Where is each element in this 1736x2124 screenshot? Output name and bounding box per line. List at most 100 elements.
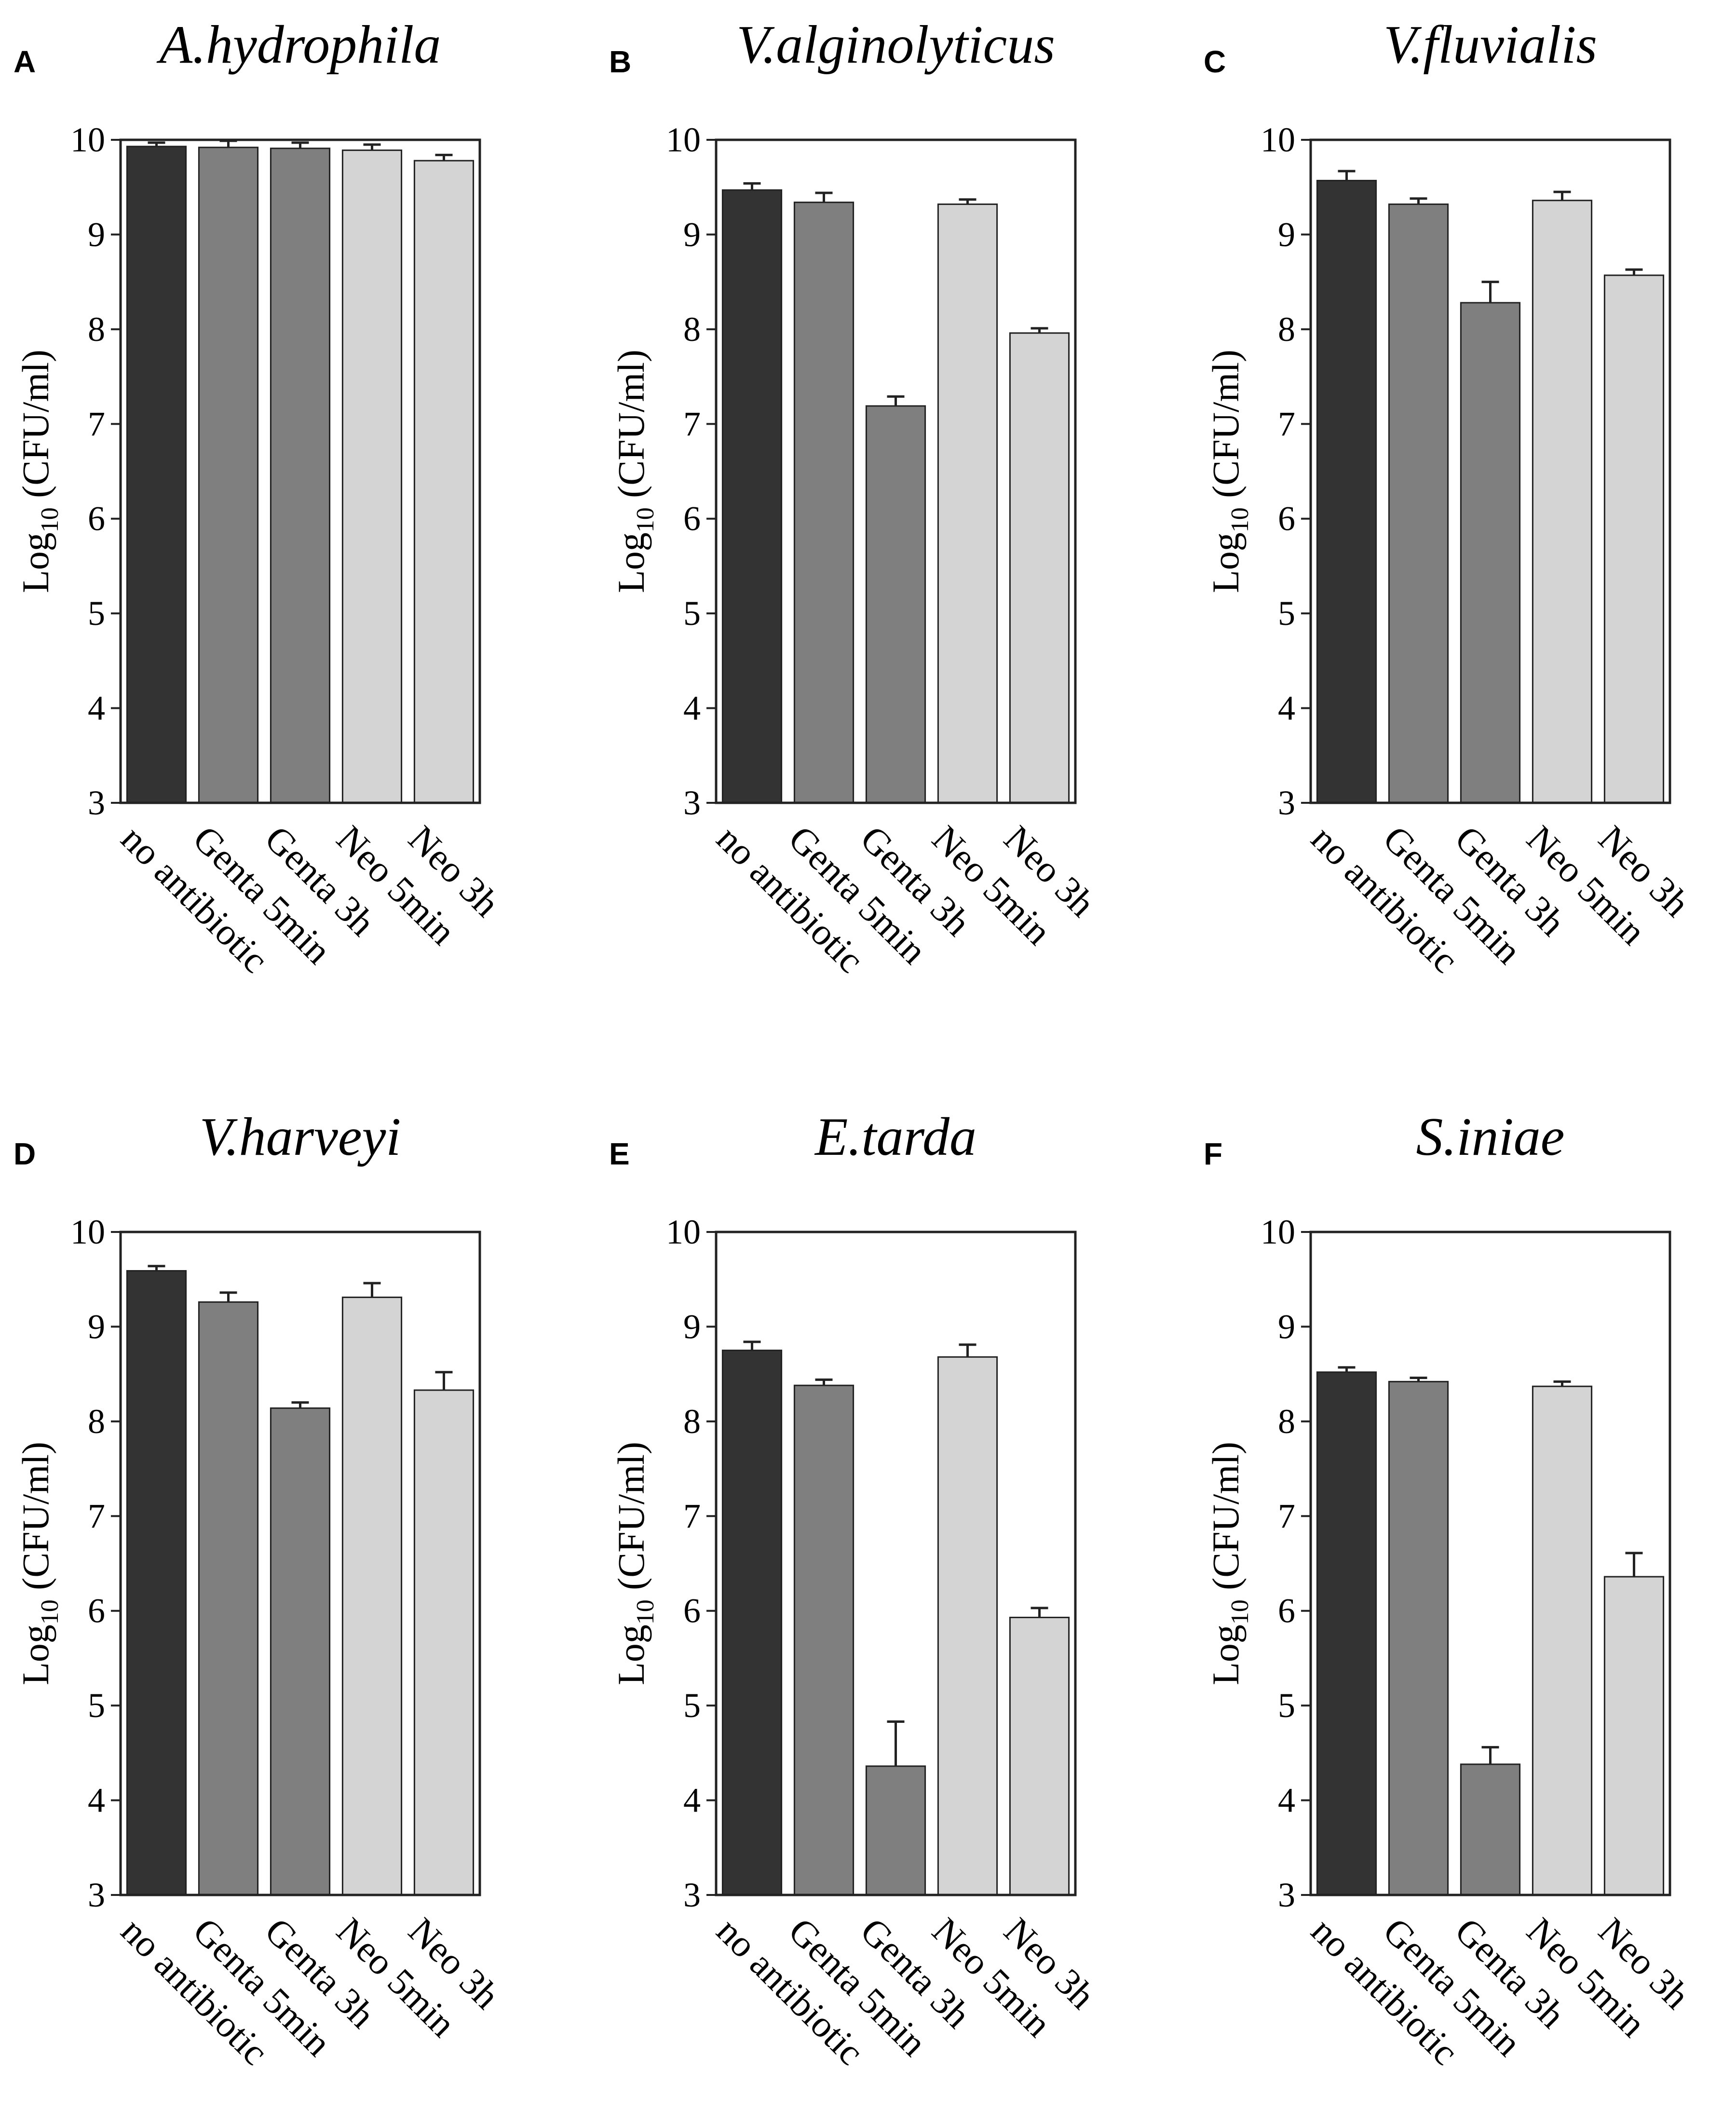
y-axis-label-sub: 10 <box>36 1599 64 1624</box>
panel-letter: B <box>609 44 631 79</box>
y-axis-label-unit: (CFU/ml) <box>1205 350 1247 507</box>
y-axis-label-sub: 10 <box>632 1599 659 1624</box>
y-axis-label: Log10 (CFU/ml) <box>1205 350 1254 593</box>
panel-title: V.fluvialis <box>1383 15 1597 75</box>
bar <box>1603 1576 1665 1896</box>
y-tick-label: 3 <box>88 784 105 822</box>
panel-title: V.harveyi <box>200 1107 401 1167</box>
y-tick-label: 4 <box>683 689 701 728</box>
bar <box>937 203 998 804</box>
y-tick-label: 7 <box>88 1497 105 1535</box>
y-tick-label: 3 <box>1278 784 1295 822</box>
plot-frame <box>119 138 481 804</box>
bar <box>126 1270 187 1896</box>
y-tick-label: 5 <box>88 1686 105 1725</box>
panel-title: A.hydrophila <box>156 15 441 75</box>
bar <box>270 148 331 804</box>
y-axis-label: Log10 (CFU/ml) <box>610 1442 659 1685</box>
plot-frame <box>1309 1231 1671 1896</box>
y-axis-label-sub: 10 <box>1226 1599 1254 1624</box>
y-axis-label-unit: (CFU/ml) <box>1205 1442 1247 1599</box>
bar <box>793 1384 854 1896</box>
y-axis-label-main: Log <box>14 1624 56 1685</box>
y-axis-label: Log10 (CFU/ml) <box>610 350 659 593</box>
bar <box>341 1297 403 1896</box>
bar <box>1532 1385 1593 1896</box>
y-tick-label: 3 <box>1278 1876 1295 1914</box>
bar <box>1316 179 1377 804</box>
y-tick-label: 3 <box>683 1876 701 1914</box>
y-tick-label: 6 <box>1278 1592 1295 1630</box>
y-tick-label: 8 <box>683 310 701 349</box>
y-tick-label: 10 <box>70 121 105 159</box>
plot-frame <box>715 1231 1077 1896</box>
y-axis-label-main: Log <box>610 1624 652 1685</box>
y-tick-label: 4 <box>88 689 105 728</box>
y-axis-label-unit: (CFU/ml) <box>14 1442 56 1599</box>
y-axis-label-main: Log <box>14 532 56 593</box>
y-tick-label: 7 <box>683 1497 701 1535</box>
y-axis-label-unit: (CFU/ml) <box>610 1442 652 1599</box>
bar <box>1009 332 1070 804</box>
bar <box>413 1389 475 1896</box>
bar <box>721 189 783 804</box>
bar <box>1603 274 1665 804</box>
bar <box>1460 1763 1521 1896</box>
y-tick-label: 8 <box>1278 1402 1295 1441</box>
y-tick-label: 3 <box>683 784 701 822</box>
y-tick-label: 5 <box>88 594 105 633</box>
bar <box>198 1301 259 1896</box>
y-tick-label: 6 <box>683 500 701 538</box>
y-axis-label-sub: 10 <box>36 507 64 532</box>
y-tick-label: 6 <box>683 1592 701 1630</box>
y-axis-label-sub: 10 <box>632 507 659 532</box>
y-tick-label: 8 <box>88 1402 105 1441</box>
panel-title: S.iniae <box>1416 1107 1565 1167</box>
bar <box>341 149 403 804</box>
y-tick-label: 8 <box>683 1402 701 1441</box>
y-axis-label-main: Log <box>1205 1624 1247 1685</box>
panel-letter: D <box>14 1136 36 1171</box>
bar <box>1316 1371 1377 1896</box>
bar <box>1388 1380 1449 1896</box>
y-tick-label: 6 <box>88 500 105 538</box>
y-tick-label: 4 <box>1278 1781 1295 1820</box>
y-tick-label: 9 <box>88 215 105 254</box>
y-axis-label: Log10 (CFU/ml) <box>14 1442 64 1685</box>
bar <box>721 1350 783 1896</box>
y-axis-label-unit: (CFU/ml) <box>610 350 652 507</box>
y-axis-label: Log10 (CFU/ml) <box>1205 1442 1254 1685</box>
bar <box>1009 1616 1070 1896</box>
y-tick-label: 10 <box>666 1213 701 1251</box>
bar <box>1532 200 1593 804</box>
y-axis-label-main: Log <box>1205 532 1247 593</box>
bar <box>413 160 475 804</box>
bar <box>198 147 259 804</box>
panel-letter: E <box>609 1136 630 1171</box>
y-tick-label: 4 <box>683 1781 701 1820</box>
panel-letter: F <box>1204 1136 1222 1171</box>
bar <box>793 202 854 804</box>
bar <box>865 405 926 804</box>
y-tick-label: 3 <box>88 1876 105 1914</box>
y-tick-label: 10 <box>70 1213 105 1251</box>
y-axis-label-unit: (CFU/ml) <box>14 350 56 507</box>
y-tick-label: 5 <box>1278 1686 1295 1725</box>
y-tick-label: 9 <box>1278 215 1295 254</box>
y-tick-label: 7 <box>683 405 701 443</box>
y-tick-label: 6 <box>1278 500 1295 538</box>
y-tick-label: 5 <box>683 594 701 633</box>
bar <box>126 146 187 804</box>
panel-letter: C <box>1204 44 1226 79</box>
y-tick-label: 4 <box>88 1781 105 1820</box>
y-axis-label: Log10 (CFU/ml) <box>14 350 64 593</box>
bar <box>270 1407 331 1896</box>
bar <box>1460 302 1521 804</box>
bar <box>1388 203 1449 804</box>
y-tick-label: 6 <box>88 1592 105 1630</box>
